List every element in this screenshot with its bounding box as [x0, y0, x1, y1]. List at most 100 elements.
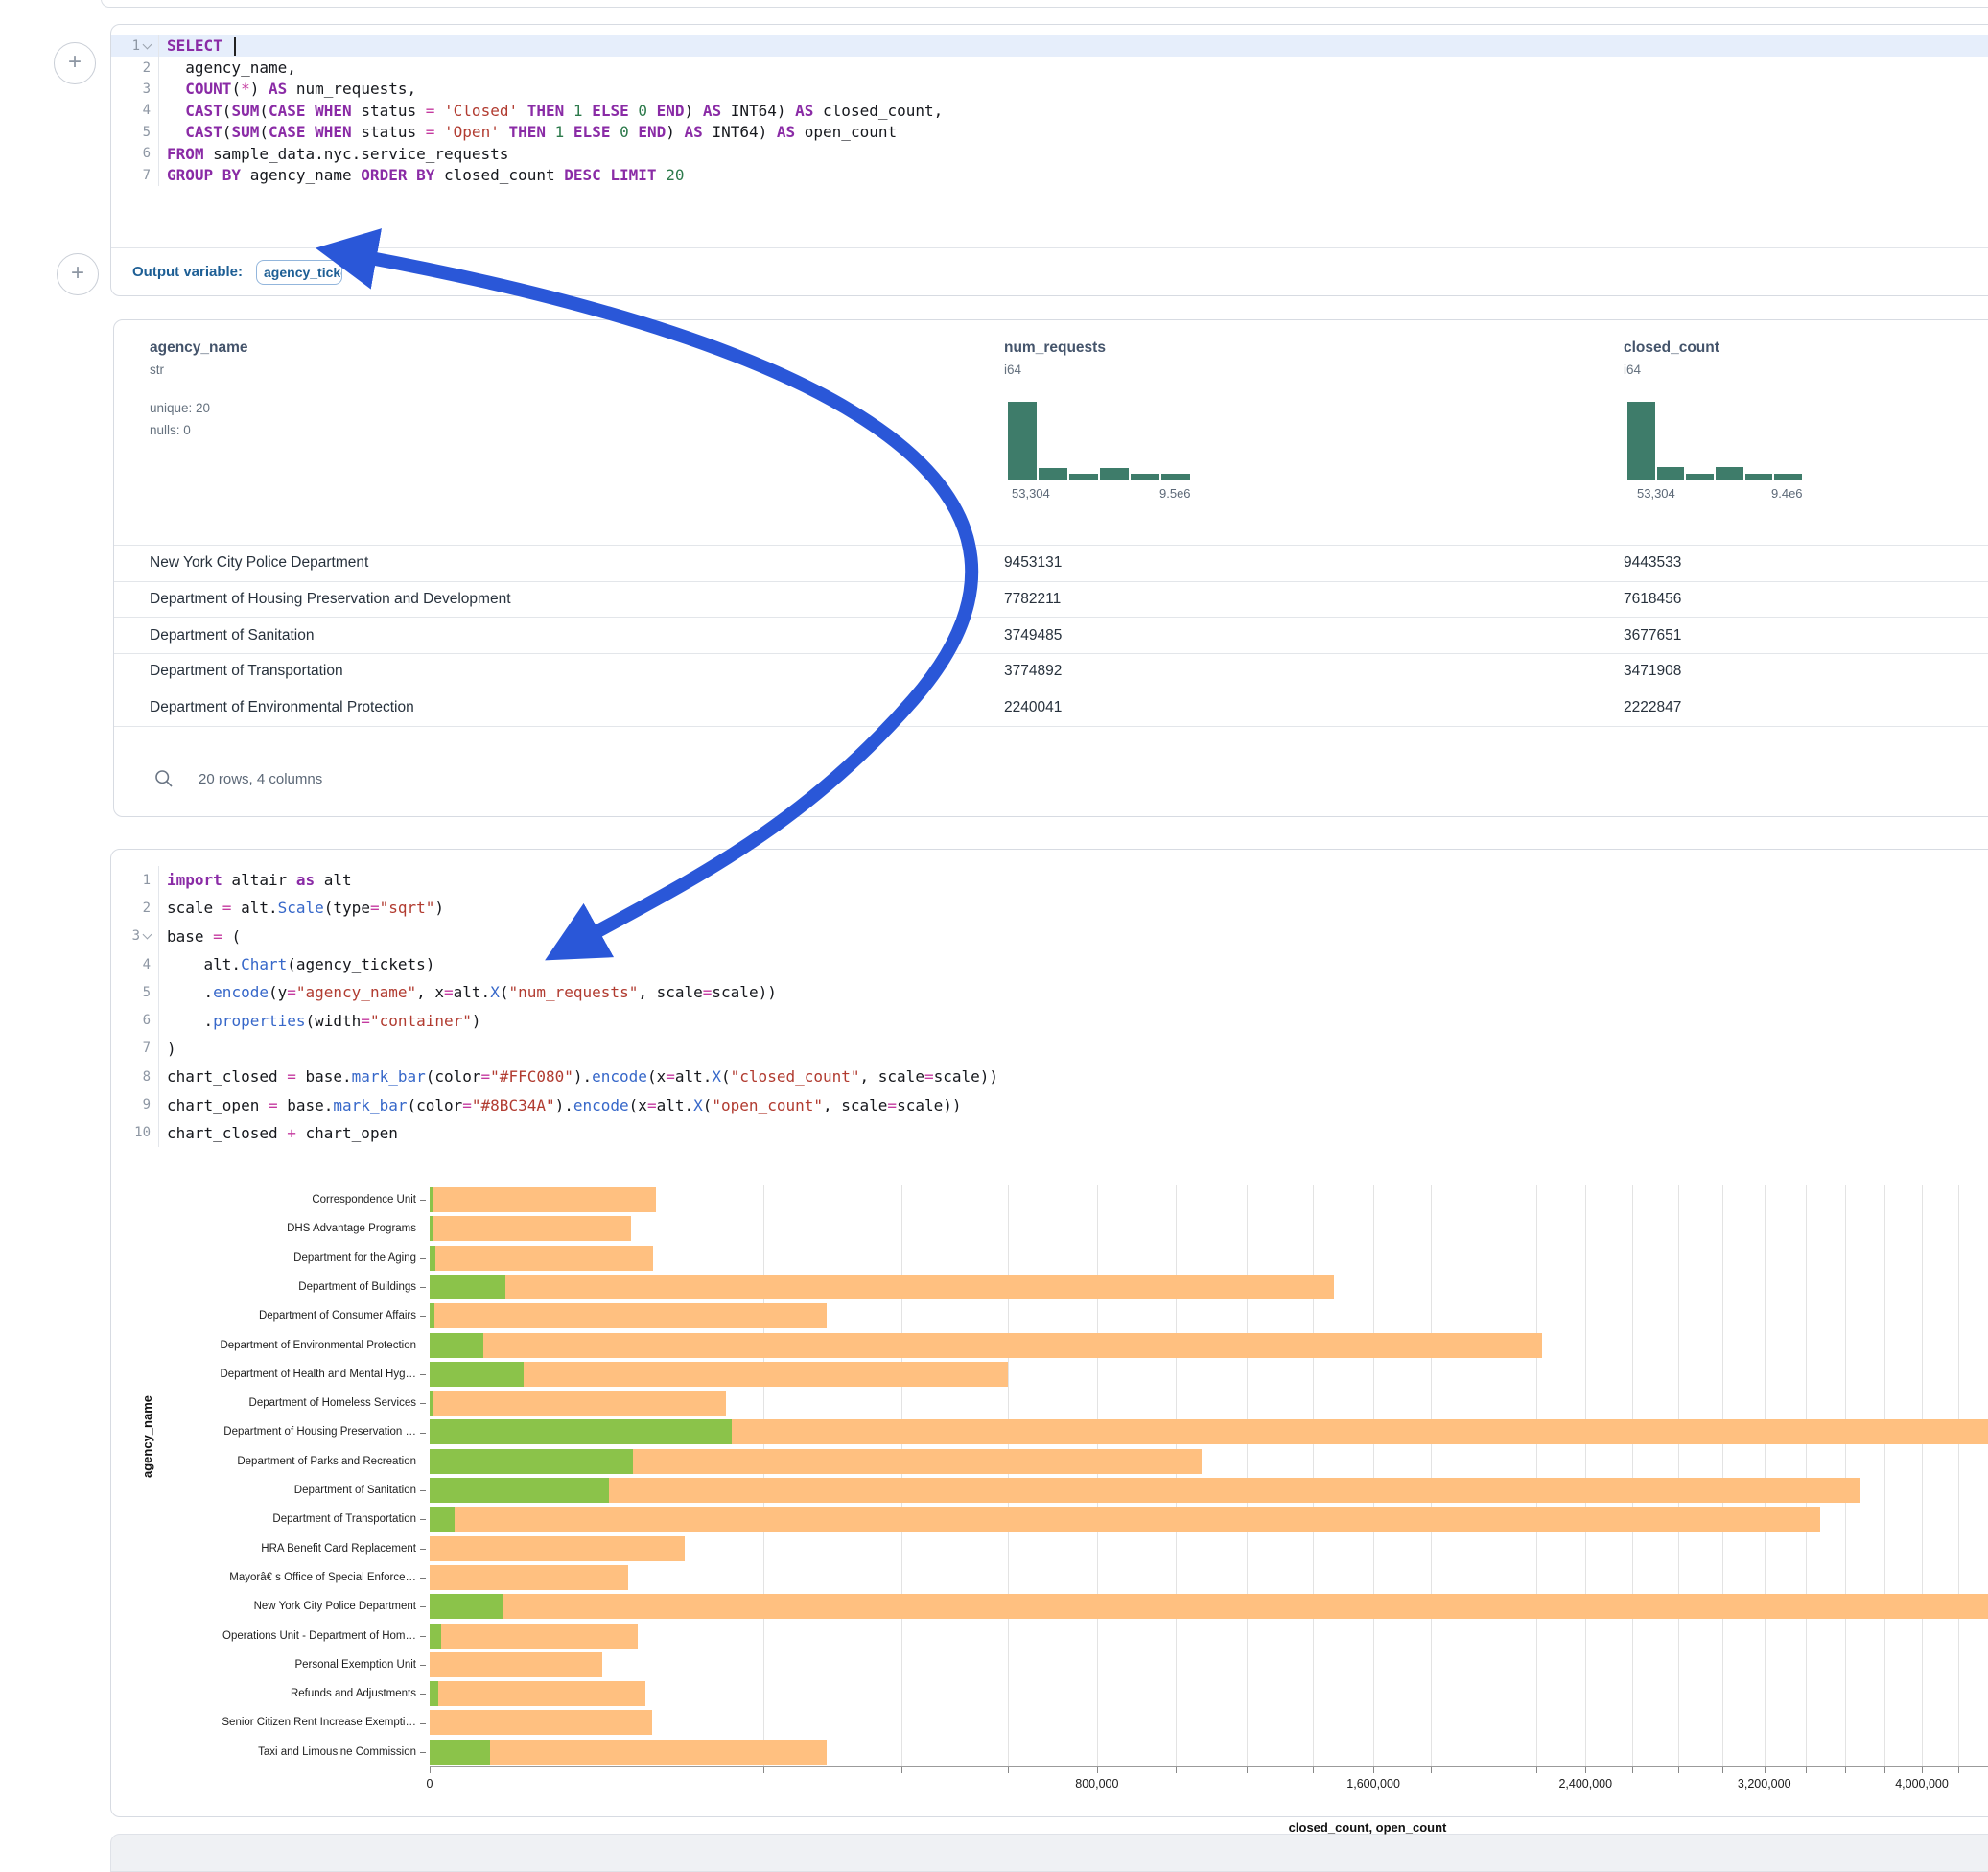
code-line[interactable]: 10 chart_closed + chart_open [111, 1118, 1988, 1147]
chart-x-tick [762, 1767, 764, 1773]
sql-code-editor[interactable]: 1 SELECT 2 agency_name, 3 COUNT(*) AS num_r… [111, 25, 1988, 248]
line-number: 4 [111, 949, 159, 979]
chart-y-tick-label: Operations Unit - Department of Hom… [222, 1629, 416, 1642]
chart-gridline [1883, 1185, 1885, 1766]
table-row[interactable]: Department of Housing Preservation and D… [114, 580, 1988, 618]
bar-closed-count [430, 1478, 1860, 1503]
search-icon[interactable] [154, 769, 174, 788]
histogram-min-label: 53,304 [1637, 486, 1675, 501]
bar-open-count [430, 1187, 433, 1212]
python-code-editor[interactable]: 1 import altair as alt 2 scale = alt.Scale(… [111, 850, 1988, 1157]
chart-x-tick [1312, 1767, 1314, 1773]
column-header-closed-count[interactable]: closed_count i64 [1624, 339, 1719, 377]
chart-y-tick-label: Senior Citizen Rent Increase Exempti… [222, 1717, 416, 1729]
bar-open-count [430, 1623, 442, 1649]
chart-y-tick [420, 1606, 426, 1608]
code-line[interactable]: 4 alt.Chart(agency_tickets) [111, 949, 1988, 979]
bar-open-count [430, 1448, 633, 1474]
fold-chevron-icon[interactable] [142, 929, 152, 940]
bar-closed-count [430, 1739, 827, 1765]
chart-y-tick-label: Department for the Aging [293, 1252, 416, 1264]
line-number: 1 [111, 35, 159, 58]
code-line[interactable]: 5 .encode(y="agency_name", x=alt.X("num_… [111, 978, 1988, 1007]
chart-y-tick-label: Taxi and Limousine Commission [258, 1745, 416, 1758]
chart-y-tick-label: Department of Sanitation [293, 1485, 416, 1496]
chart-y-tick-label: Department of Buildings [298, 1280, 416, 1293]
histogram-max-label: 9.4e6 [1771, 486, 1803, 501]
chart-y-tick [420, 1257, 426, 1259]
line-number: 9 [111, 1090, 159, 1119]
chart-x-tick [1176, 1767, 1177, 1773]
table-cell-num-requests: 3774892 [1004, 663, 1063, 680]
fold-chevron-icon[interactable] [142, 39, 152, 50]
chart-y-tick [420, 1228, 426, 1230]
code-line[interactable]: 7) [111, 1034, 1988, 1064]
output-variable-pill[interactable]: agency_tickets [256, 259, 343, 285]
add-cell-button-top[interactable]: + [54, 42, 96, 84]
line-number: 10 [111, 1118, 159, 1147]
code-line[interactable]: 4 CAST(SUM(CASE WHEN status = 'Closed' T… [111, 100, 1988, 122]
chart-gridline [762, 1185, 764, 1766]
table-row[interactable]: Department of Sanitation 3749485 3677651 [114, 617, 1988, 653]
histogram-bar [1744, 473, 1773, 480]
code-line[interactable]: 2 scale = alt.Scale(type="sqrt") [111, 894, 1988, 923]
chart-x-tick [1958, 1767, 1960, 1773]
code-line[interactable]: 6 FROM sample_data.nyc.service_requests [111, 142, 1988, 165]
bar-closed-count [430, 1361, 1008, 1387]
chart-x-tick [1535, 1767, 1537, 1773]
chart-gridline [1247, 1185, 1249, 1766]
histogram-closed-count [1627, 402, 1803, 480]
table-row[interactable]: Department of Transportation 3774892 34719… [114, 653, 1988, 690]
code-line[interactable]: 1 SELECT [111, 35, 1988, 58]
bar-open-count [430, 1303, 434, 1329]
line-number: 3 [111, 78, 159, 101]
bar-open-count [430, 1419, 733, 1445]
histogram-bar [1131, 473, 1159, 480]
code-text: .properties(width="container") [167, 1011, 481, 1030]
code-line[interactable]: 8 chart_closed = base.mark_bar(color="#FF… [111, 1063, 1988, 1091]
chart-y-tick [420, 1200, 426, 1202]
code-text: chart_open = base.mark_bar(color="#8BC34… [167, 1095, 962, 1114]
bar-closed-count [430, 1332, 1542, 1358]
column-header-num-requests[interactable]: num_requests i64 [1004, 339, 1106, 377]
table-row[interactable]: Department of Environmental Protection 22… [114, 689, 1988, 726]
code-line[interactable]: 7 GROUP BY agency_name ORDER BY closed_co… [111, 164, 1988, 186]
code-line[interactable]: 2 agency_name, [111, 57, 1988, 79]
bar-open-count [430, 1507, 455, 1533]
chart-y-tick [420, 1432, 426, 1434]
chart-gridline [1007, 1185, 1009, 1766]
chart-y-tick-label: Mayorâ€ s Office of Special Enforce… [229, 1571, 416, 1583]
code-line[interactable]: 5 CAST(SUM(CASE WHEN status = 'Open' THE… [111, 121, 1988, 143]
code-line[interactable]: 1 import altair as alt [111, 866, 1988, 895]
bar-closed-count [430, 1245, 654, 1271]
histogram-bar [1161, 473, 1190, 480]
table-row[interactable]: New York City Police Department 9453131 94… [114, 545, 1988, 581]
table-cell-num-requests: 3749485 [1004, 626, 1063, 644]
chart-gridline [1096, 1185, 1098, 1766]
chart-y-tick-label: Refunds and Adjustments [290, 1688, 416, 1700]
chart-x-tick [430, 1767, 431, 1773]
table-cell-agency-name: Department of Transportation [150, 663, 343, 680]
code-text: GROUP BY agency_name ORDER BY closed_cou… [167, 166, 685, 185]
add-cell-button-middle[interactable]: + [57, 253, 99, 295]
code-text: import altair as alt [167, 871, 352, 890]
chart-x-tick [1677, 1767, 1679, 1773]
code-line[interactable]: 3 base = ( [111, 922, 1988, 950]
histogram-max-label: 9.5e6 [1159, 486, 1191, 501]
chart-y-tick-label: Correspondence Unit [312, 1194, 416, 1205]
code-text: chart_closed = base.mark_bar(color="#FFC… [167, 1067, 999, 1087]
code-line[interactable]: 9 chart_open = base.mark_bar(color="#8BC3… [111, 1090, 1988, 1119]
column-type: i64 [1004, 363, 1022, 377]
code-text: SELECT [159, 36, 236, 57]
chart-x-tick-label: 4,000,000 [1895, 1777, 1949, 1790]
chart-gridline [1430, 1185, 1432, 1766]
chart-gridline [1632, 1185, 1634, 1766]
code-line[interactable]: 6 .properties(width="container") [111, 1006, 1988, 1035]
chart-y-tick [420, 1403, 426, 1405]
python-cell: 1 import altair as alt 2 scale = alt.Scale(… [110, 849, 1988, 1835]
code-line[interactable]: 3 COUNT(*) AS num_requests, [111, 78, 1988, 101]
chart-gridline [1677, 1185, 1679, 1766]
column-header-agency-name[interactable]: agency_name str unique: 20 nulls: 0 [150, 339, 248, 442]
code-text: CAST(SUM(CASE WHEN status = 'Closed' THE… [185, 101, 944, 120]
histogram-bar [1039, 467, 1067, 480]
